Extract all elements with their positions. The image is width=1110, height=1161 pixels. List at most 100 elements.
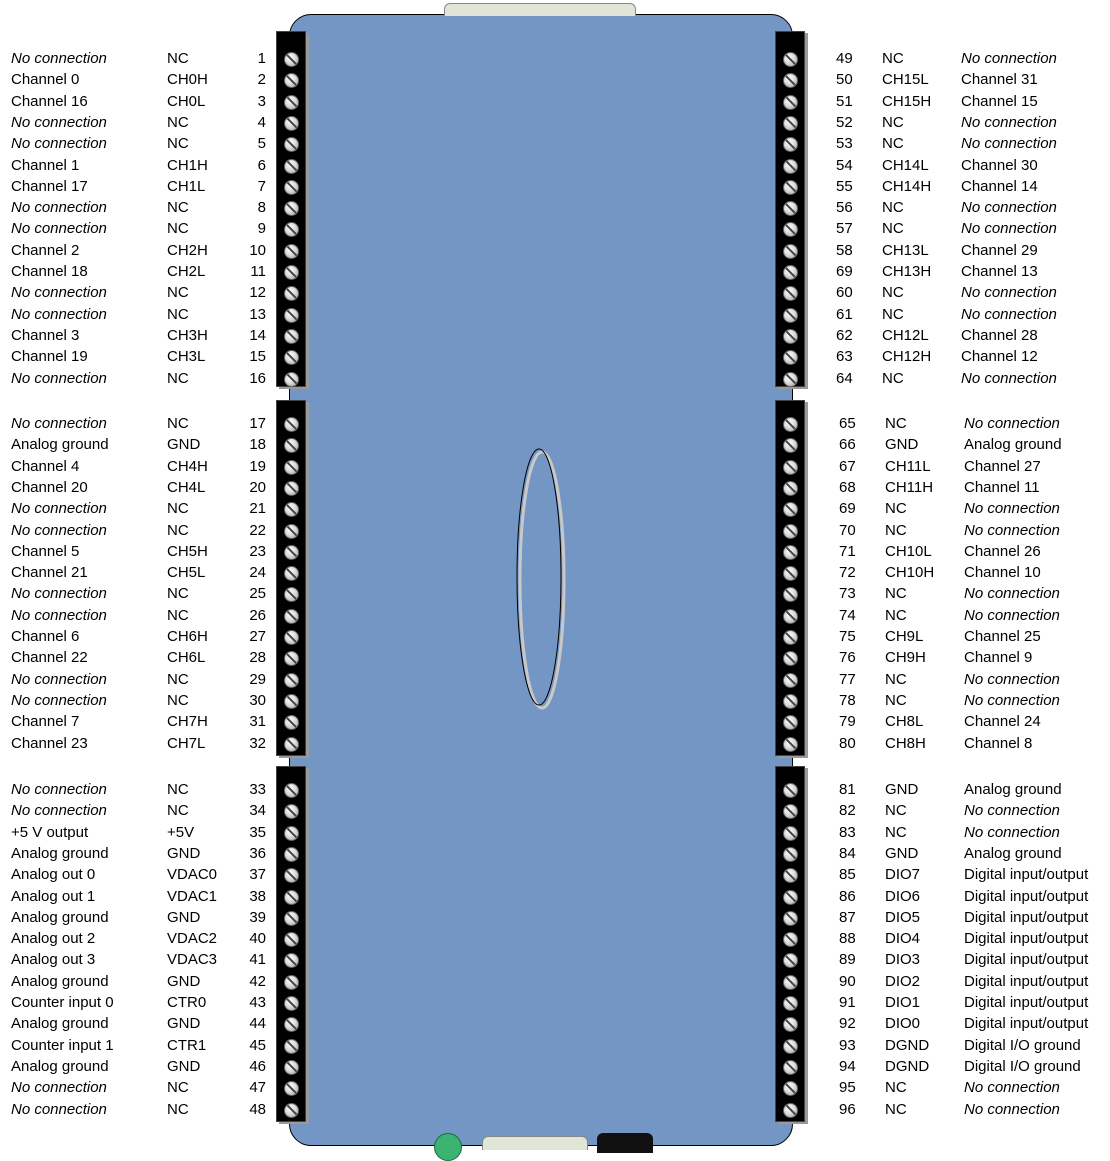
- pin-description: Analog ground: [964, 844, 1062, 862]
- pin-signal-name: DIO3: [885, 951, 921, 969]
- pin-number: 25: [249, 585, 266, 603]
- pin-description: Channel 4: [11, 457, 80, 475]
- screw-terminal-icon: [284, 459, 299, 475]
- screw-terminal-icon: [783, 608, 798, 624]
- pin-signal-name: NC: [167, 284, 189, 302]
- pin-signal-name: GND: [167, 844, 201, 862]
- screw-terminal-icon: [284, 179, 299, 195]
- pin-signal-name: GND: [167, 1057, 201, 1075]
- pin-description: No connection: [964, 521, 1060, 539]
- pin-signal-name: NC: [885, 415, 907, 432]
- pin-description: Channel 16: [11, 92, 88, 110]
- pin-description: Channel 0: [11, 71, 80, 89]
- pin-number: 48: [249, 1100, 266, 1118]
- pin-number: 62: [836, 326, 853, 344]
- screw-terminal-icon: [284, 137, 299, 153]
- pin-description: Channel 2: [11, 241, 80, 259]
- screw-terminal-icon: [284, 608, 299, 624]
- pin-signal-name: CH5L: [167, 564, 206, 582]
- pin-signal-name: GND: [167, 972, 201, 990]
- pin-description: Digital input/output: [964, 1015, 1089, 1033]
- pin-number: 80: [839, 734, 856, 752]
- screw-terminal-icon: [783, 502, 798, 518]
- pin-number: 7: [257, 177, 266, 195]
- pin-number: 17: [249, 415, 266, 432]
- pin-description: Analog out 0: [11, 866, 96, 884]
- pin-signal-name: CTR1: [167, 1036, 207, 1054]
- pin-signal-name: DIO5: [885, 908, 921, 926]
- pin-description: Analog ground: [11, 908, 109, 926]
- screw-terminal-icon: [284, 974, 299, 990]
- pin-description: No connection: [961, 305, 1057, 323]
- pin-description: Analog ground: [11, 1015, 109, 1033]
- pin-number: 21: [249, 500, 266, 518]
- screw-terminal-icon: [783, 910, 798, 926]
- pin-number: 55: [836, 177, 853, 195]
- pin-number: 18: [249, 436, 266, 454]
- pin-number: 81: [839, 781, 856, 798]
- terminal-strip-right-3: [775, 766, 805, 1122]
- pin-description: Channel 13: [961, 263, 1038, 280]
- pin-number: 27: [249, 628, 266, 645]
- pin-signal-name: CH8L: [885, 713, 924, 731]
- pin-description: Digital input/output: [964, 908, 1089, 926]
- screw-terminal-icon: [284, 73, 299, 89]
- pin-signal-name: GND: [885, 436, 919, 454]
- pin-number: 22: [249, 521, 266, 539]
- pin-signal-name: CH3L: [167, 348, 206, 366]
- pin-description: No connection: [964, 585, 1060, 603]
- pin-signal-name: NC: [885, 585, 907, 603]
- pin-signal-name: CH6L: [167, 649, 206, 667]
- pin-number: 15: [249, 348, 266, 366]
- pin-signal-name: CTR0: [167, 994, 207, 1011]
- pin-number: 39: [249, 908, 266, 926]
- screw-terminal-icon: [284, 265, 299, 280]
- screw-terminal-icon: [284, 201, 299, 217]
- pin-signal-name: NC: [885, 802, 907, 820]
- pin-description: No connection: [961, 199, 1057, 217]
- pin-number: 20: [249, 478, 266, 496]
- pin-number: 79: [839, 713, 856, 731]
- pin-description: No connection: [964, 670, 1060, 688]
- pin-description: Channel 9: [964, 649, 1033, 667]
- screw-terminal-icon: [783, 587, 798, 603]
- pin-description: Digital I/O ground: [964, 1057, 1081, 1075]
- screw-terminal-icon: [284, 1017, 299, 1033]
- pin-description: Digital input/output: [964, 887, 1089, 905]
- screw-terminal-icon: [284, 480, 299, 496]
- screw-terminal-icon: [783, 889, 798, 905]
- pin-description: Digital input/output: [964, 930, 1089, 948]
- pin-number: 66: [839, 436, 856, 454]
- pin-description: Channel 26: [964, 542, 1041, 560]
- pin-number: 89: [839, 951, 856, 969]
- pin-signal-name: DIO1: [885, 994, 921, 1011]
- pin-signal-name: CH6H: [167, 628, 208, 645]
- screw-terminal-icon: [284, 544, 299, 560]
- pin-signal-name: CH11L: [885, 457, 931, 475]
- pin-number: 69: [839, 500, 856, 518]
- pin-signal-name: DGND: [885, 1057, 930, 1075]
- pin-description: +5 V output: [11, 823, 89, 841]
- pin-signal-name: CH4L: [167, 478, 206, 496]
- pin-signal-name: CH14H: [882, 177, 932, 195]
- pin-number: 32: [249, 734, 266, 752]
- screw-terminal-icon: [284, 736, 299, 752]
- screw-terminal-icon: [783, 566, 798, 582]
- pin-number: 41: [249, 951, 266, 969]
- pin-signal-name: CH12L: [882, 326, 929, 344]
- pin-signal-name: CH14L: [882, 156, 929, 174]
- pin-signal-name: NC: [167, 113, 189, 131]
- pin-description: No connection: [11, 500, 107, 518]
- pin-description: No connection: [11, 284, 107, 302]
- pin-number: 14: [249, 326, 266, 344]
- pin-signal-name: NC: [167, 199, 189, 217]
- pin-description: Channel 10: [964, 564, 1041, 582]
- pin-description: No connection: [11, 135, 107, 153]
- pin-number: 23: [249, 542, 266, 560]
- pin-description: No connection: [961, 284, 1057, 302]
- pin-signal-name: NC: [167, 305, 189, 323]
- pin-number: 42: [249, 972, 266, 990]
- screw-terminal-icon: [783, 523, 798, 539]
- pin-description: No connection: [961, 50, 1057, 67]
- screw-terminal-icon: [783, 286, 798, 302]
